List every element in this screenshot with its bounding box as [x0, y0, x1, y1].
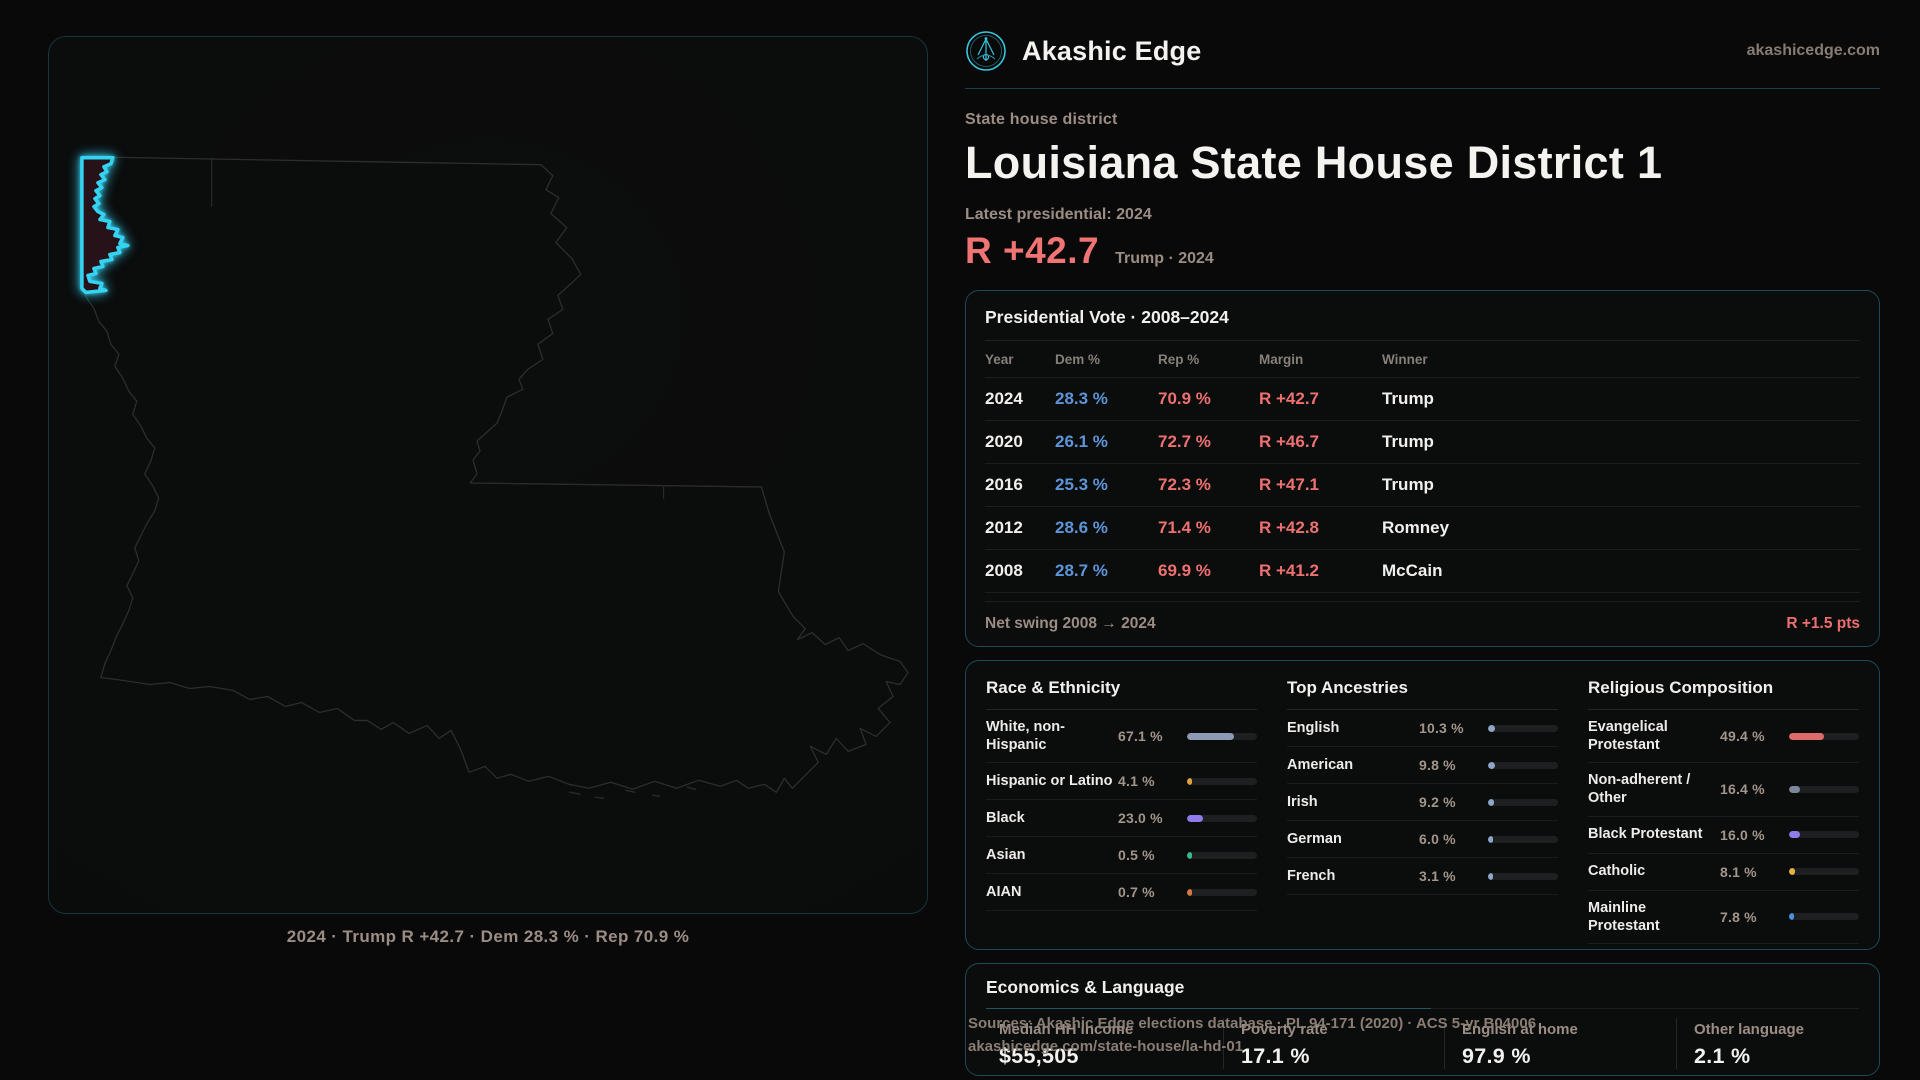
- panel-title: Race & Ethnicity: [986, 678, 1121, 697]
- headline-margin-row: R +42.7 Trump · 2024: [965, 230, 1880, 272]
- list-item: English 10.3 %: [1287, 710, 1558, 747]
- divider: [1287, 709, 1558, 710]
- stat-bar: [1789, 732, 1859, 740]
- list-item: Catholic 8.1 %: [1588, 854, 1859, 891]
- district-1-shape[interactable]: [80, 155, 130, 295]
- race-ethnicity-column: Race & Ethnicity White, non-Hispanic 67.…: [986, 676, 1257, 944]
- list-item: Asian 0.5 %: [986, 837, 1257, 875]
- stat-bar: [1187, 777, 1257, 785]
- list-item: German 6.0 %: [1287, 821, 1558, 858]
- map-caption: 2024 · Trump R +42.7 · Dem 28.3 % · Rep …: [286, 927, 690, 946]
- divider: [986, 709, 1257, 710]
- stat-bar: [1789, 913, 1859, 921]
- stat-english-at-home: English at home 97.9 %: [1444, 1018, 1676, 1069]
- list-item: Non-adherent / Other 16.4 %: [1588, 763, 1859, 817]
- table-row: 2012 28.6 % 71.4 % R +42.8 Romney: [985, 507, 1860, 550]
- stat-bar: [1488, 798, 1558, 806]
- stat-median-income: Median HH income $55,505: [999, 1021, 1134, 1068]
- col-margin: Margin: [1259, 352, 1304, 367]
- list-item: French 3.1 %: [1287, 858, 1558, 895]
- divider: [986, 1008, 1859, 1009]
- col-dem: Dem %: [1055, 352, 1101, 367]
- net-swing-row: Net swing 2008 → 2024 R +1.5 pts: [985, 601, 1860, 633]
- stat-bar: [1488, 872, 1558, 880]
- col-winner: Winner: [1382, 352, 1428, 367]
- religion-column: Religious Composition Evangelical Protes…: [1588, 676, 1859, 944]
- internal-boundary-lines: [211, 157, 762, 499]
- net-swing-value: R +1.5 pts: [1786, 615, 1860, 632]
- stat-bar: [1789, 868, 1859, 875]
- panel-title: Presidential Vote · 2008–2024: [985, 307, 1229, 327]
- net-swing-label: Net swing 2008 → 2024: [985, 615, 1156, 632]
- stat-bar: [1789, 831, 1859, 838]
- ancestries-column: Top Ancestries English 10.3 % American 9…: [1287, 676, 1558, 944]
- brand-name: Akashic Edge: [1022, 35, 1202, 66]
- list-item: Hispanic or Latino 4.1 %: [986, 763, 1257, 801]
- stat-bar: [1187, 888, 1257, 896]
- table-row: 2020 26.1 % 72.7 % R +46.7 Trump: [985, 421, 1860, 464]
- stat-poverty-rate: Poverty rate 17.1 %: [1223, 1018, 1444, 1069]
- district-type-kicker: State house district: [965, 111, 1118, 128]
- stat-bar: [1488, 761, 1558, 769]
- district-map-panel: [48, 36, 928, 914]
- panel-title: Economics & Language: [986, 977, 1185, 997]
- header: Akashic Edge akashicedge.com: [965, 30, 1880, 89]
- table-row: 2024 28.3 % 70.9 % R +42.7 Trump: [985, 378, 1860, 421]
- stat-bar: [1187, 732, 1257, 740]
- list-item: Black Protestant 16.0 %: [1588, 817, 1859, 854]
- list-item: Irish 9.2 %: [1287, 784, 1558, 821]
- stat-bar: [1789, 785, 1859, 793]
- louisiana-map[interactable]: [49, 37, 927, 913]
- divider: [985, 340, 1860, 341]
- stat-bar: [1488, 724, 1558, 732]
- panel-title: Top Ancestries: [1287, 678, 1408, 697]
- stat-bar: [1187, 814, 1257, 822]
- economics-panel: Economics & Language Median HH income $5…: [965, 963, 1880, 1076]
- panel-title: Religious Composition: [1588, 678, 1774, 697]
- economics-stats-row: Median HH income $55,505 Poverty rate 17…: [986, 1018, 1859, 1069]
- col-rep: Rep %: [1158, 352, 1200, 367]
- demographics-panel: Race & Ethnicity White, non-Hispanic 67.…: [965, 660, 1880, 950]
- list-item: Evangelical Protestant 49.4 %: [1588, 710, 1859, 764]
- latest-presidential-label: Latest presidential: 2024: [965, 206, 1152, 223]
- list-item: White, non-Hispanic 67.1 %: [986, 710, 1257, 764]
- state-outline: [81, 156, 909, 793]
- table-row: 2008 28.7 % 69.9 % R +41.2 McCain: [985, 550, 1860, 593]
- list-item: Black 23.0 %: [986, 800, 1257, 838]
- headline-margin-value: R +42.7: [965, 230, 1100, 271]
- list-item: American 9.8 %: [1287, 747, 1558, 784]
- table-row: 2016 25.3 % 72.3 % R +47.1 Trump: [985, 464, 1860, 507]
- stat-bar: [1488, 835, 1558, 843]
- detail-column: Akashic Edge akashicedge.com State house…: [965, 30, 1880, 1076]
- presidential-vote-panel: Presidential Vote · 2008–2024 Year Dem %…: [965, 290, 1880, 647]
- stat-other-language: Other language 2.1 %: [1676, 1018, 1859, 1069]
- page-title: Louisiana State House District 1: [965, 137, 1663, 188]
- coastal-islands: [569, 786, 697, 800]
- col-year: Year: [985, 352, 1014, 367]
- akashic-edge-logo-icon: [965, 30, 1007, 72]
- stat-bar: [1187, 851, 1257, 859]
- list-item: AIAN 0.7 %: [986, 874, 1257, 912]
- headline-margin-caption: Trump · 2024: [1115, 250, 1214, 267]
- brand-domain-link[interactable]: akashicedge.com: [1746, 42, 1880, 59]
- list-item: Mainline Protestant 7.8 %: [1588, 891, 1859, 944]
- divider: [1588, 709, 1859, 710]
- table-header: Year Dem % Rep % Margin Winner: [985, 341, 1860, 378]
